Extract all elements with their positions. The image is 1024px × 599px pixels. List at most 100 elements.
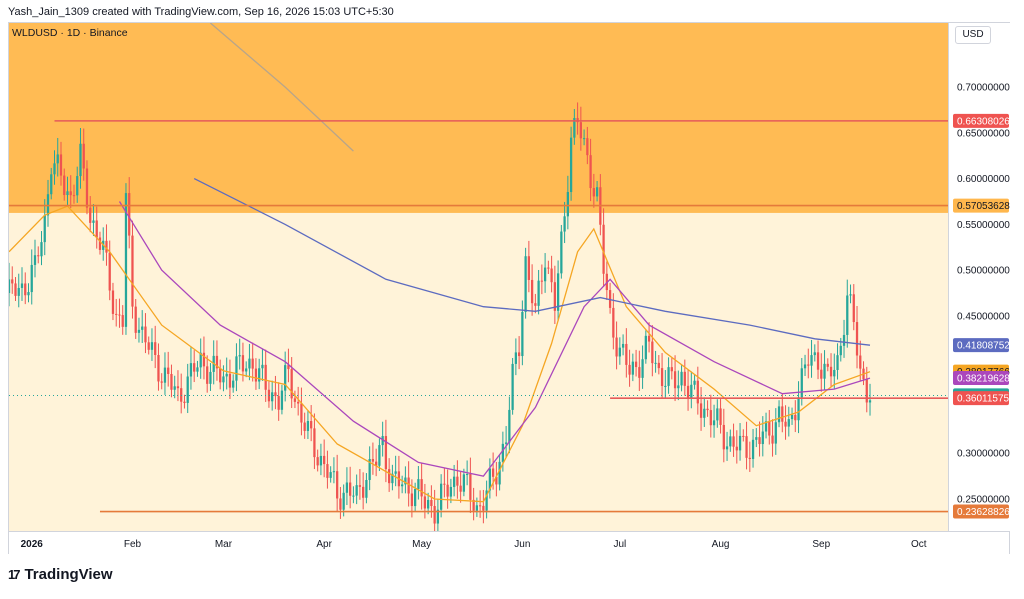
candle-up [462,474,466,492]
candle-down [660,368,664,387]
candle-down [339,498,342,510]
price-tick-label: 0.30000000 [957,449,1010,460]
candle-up [618,347,621,357]
candle-up [504,442,508,444]
candle-down [323,455,326,465]
candle-up [868,400,872,403]
candle-down [95,220,98,238]
time-tick-label: Jun [514,539,530,550]
candle-down [683,371,686,386]
candle-up [693,380,696,385]
candle-down [206,366,209,384]
candle-down [111,290,115,314]
price-label-badge [953,370,1009,385]
candle-up [644,335,647,360]
candle-up [368,459,371,480]
price-axis-labels: 0.70000000 0.65000000 0.60000000 0.55000000… [953,83,1010,519]
candlestick-chart[interactable] [9,23,948,531]
candle-down [326,464,329,478]
candle-down [420,479,423,497]
candle-down [579,122,582,139]
candle-down [592,188,595,197]
candle-up [163,367,167,383]
time-tick-label: Apr [316,539,332,550]
candle-down [651,341,654,364]
candle-up [332,471,336,473]
candle-up [150,342,154,350]
plot-area[interactable] [9,23,948,531]
candle-down [128,193,131,236]
candle-down [673,371,677,389]
candle-down [459,485,462,492]
candle-up [836,355,839,370]
candle-down [108,252,111,291]
candle-down [469,474,472,500]
candle-up [563,216,566,232]
candle-down [735,446,738,451]
candle-down [628,364,631,375]
candle-up [20,283,24,288]
price-label-badge [953,198,1009,213]
candle-up [803,364,807,369]
candle-up [641,359,644,378]
time-axis[interactable]: 2026 Feb Mar Apr May Jun Jul Aug Sep Oct [9,531,1009,554]
candle-up [365,479,368,498]
candle-down [446,484,449,497]
currency-selector[interactable]: USD [955,26,991,44]
candle-up [173,386,176,390]
candle-down [290,369,293,399]
candle-down [534,303,537,306]
candle-up [66,191,69,196]
candle-down [657,362,660,369]
candle-up [17,287,20,296]
candle-up [284,365,287,391]
candle-down [300,403,303,423]
candle-up [137,329,141,333]
tradingview-logo[interactable]: 17 TradingView [8,566,113,583]
candle-down [527,256,530,280]
candle-down [794,414,797,421]
candle-up [703,408,706,418]
price-tick-label: 0.50000000 [957,266,1010,277]
candle-up [56,154,59,164]
price-label-badge [953,391,1009,406]
candle-down [303,422,306,431]
candle-up [232,380,235,388]
moving-average-line [209,23,354,152]
candle-up [573,118,576,138]
candle-down [472,499,475,511]
resistance-zone [9,23,948,213]
candle-up [729,436,732,447]
candle-down [547,267,550,269]
candle-down [709,410,712,426]
candle-up [569,137,573,193]
candle-down [771,435,774,444]
candle-up [475,505,479,511]
candle-up [680,371,683,386]
candle-up [417,479,420,490]
candle-up [501,443,505,462]
candle-down [14,283,17,296]
candle-up [823,363,826,379]
candle-up [667,367,670,386]
candle-up [738,435,742,451]
candle-down [407,477,410,494]
candle-up [342,492,345,510]
candle-down [699,403,703,418]
candle-up [810,355,813,366]
price-axis[interactable]: 0.70000000 0.65000000 0.60000000 0.55000000… [948,23,1010,531]
candle-up [439,483,443,510]
symbol-label: WLDUSD · 1D · Binance [12,27,128,39]
candle-down [745,436,748,458]
candle-down [550,268,553,283]
candle-up [621,343,625,348]
candle-up [465,474,469,476]
candle-up [595,187,599,197]
candle-down [219,368,222,383]
price-label-text: 0.36011575 [957,394,1010,405]
candle-down [482,505,485,511]
candle-down [313,428,316,458]
candle-up [774,422,777,444]
candle-down [144,326,147,343]
candle-down [781,406,784,422]
